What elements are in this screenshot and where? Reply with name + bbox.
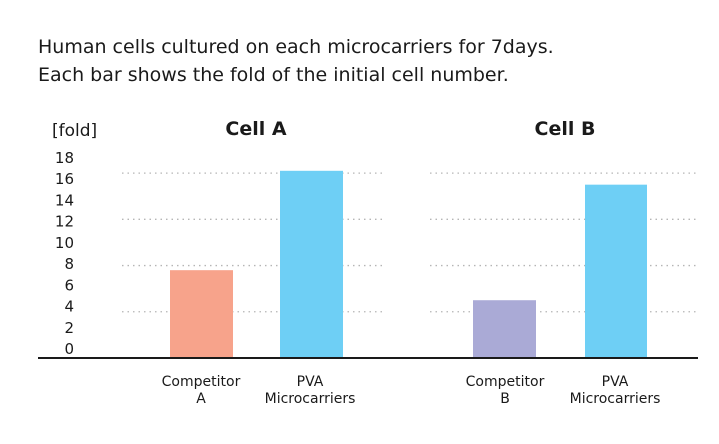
category-label: Microcarriers [570,391,661,407]
category-label: PVA [602,374,629,390]
category-label: Competitor [466,374,545,390]
y-tick-label: 0 [64,340,74,358]
y-axis-ticks: 0 2 4 6 8 10 12 14 16 18 [55,149,74,358]
bar [280,170,343,358]
y-tick-label: 14 [55,191,74,209]
y-tick-label: 2 [64,319,74,337]
y-axis-unit-label: [fold] [52,121,97,141]
panel-title: Cell B [535,118,596,140]
category-label: B [500,391,510,407]
chart-description: Human cells cultured on each microcarrie… [38,33,698,89]
y-tick-label: 16 [55,170,74,188]
y-tick-label: 6 [64,276,74,294]
bar [585,184,647,358]
y-tick-label: 4 [64,298,74,316]
description-line-1: Human cells cultured on each microcarrie… [38,36,554,58]
description-line-2: Each bar shows the fold of the initial c… [38,64,509,86]
category-label: Microcarriers [265,391,356,407]
y-tick-label: 12 [55,213,74,231]
category-labels: CompetitorAPVAMicrocarriersCompetitorBPV… [162,374,661,407]
panel-titles: Cell A Cell B [225,118,595,140]
bar [170,270,233,358]
y-tick-label: 18 [55,149,74,167]
category-label: A [196,391,206,407]
panel-title: Cell A [225,118,286,140]
bar [473,300,536,358]
category-label: PVA [297,374,324,390]
y-tick-label: 10 [55,234,74,252]
bars [170,170,647,358]
y-tick-label: 8 [64,255,74,273]
category-label: Competitor [162,374,241,390]
